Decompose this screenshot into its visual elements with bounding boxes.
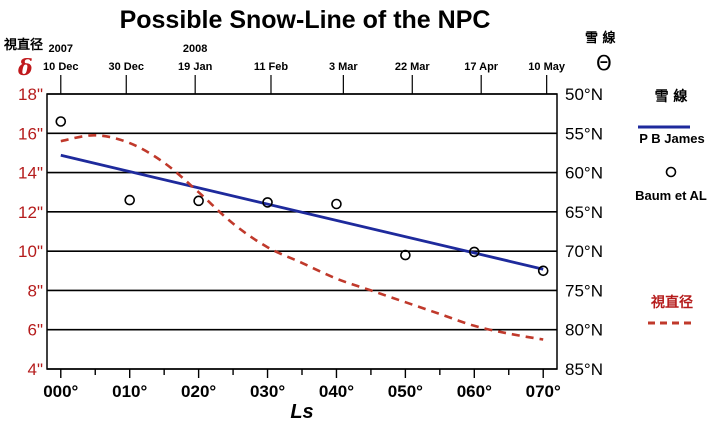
baum-data-point — [331, 198, 342, 210]
right-tick-label: 60°N — [565, 164, 603, 183]
legend-james-label: P B James — [639, 131, 705, 146]
right-axis-header: 雪 線 — [585, 30, 617, 46]
left-tick-label: 10" — [18, 242, 43, 261]
legend-baum-label: Baum et AL — [635, 188, 707, 203]
legend-diameter-label: 視直径 — [650, 294, 693, 311]
legend-header: 雪 線 — [655, 88, 688, 105]
year-label: 2008 — [183, 43, 207, 55]
baum-data-point — [468, 246, 480, 258]
series-layer — [55, 116, 549, 341]
date-labels: 2007 10 Dec 30 Dec 2008 19 Jan 11 Feb 3 Mar 22 … — [43, 43, 566, 94]
right-tick-label: 55°N — [565, 124, 603, 143]
x-tick-label: 000° — [43, 382, 78, 401]
left-axis-header: 視直径 — [3, 37, 43, 53]
left-tick-label: 16" — [18, 124, 43, 143]
delta-symbol: δ — [17, 55, 33, 81]
date-label: 22 Mar — [395, 61, 431, 73]
date-label: 30 Dec — [109, 61, 144, 73]
date-label: 10 May — [528, 61, 566, 73]
diameter-dashed-line — [60, 133, 544, 341]
x-tick-label: 020° — [181, 382, 216, 401]
right-axis-ticks: 50°N 55°N 60°N 65°N 70°N 75°N 80°N 85°N — [565, 85, 603, 379]
date-label: 17 Apr — [464, 61, 499, 73]
theta-symbol: Θ — [596, 51, 612, 75]
plot-area — [46, 93, 558, 370]
date-label: 3 Mar — [329, 61, 358, 73]
legend: 雪 線 P B James Baum et AL 視直径 — [635, 88, 707, 325]
left-tick-label: 12" — [18, 203, 43, 222]
x-tick-label: 030° — [250, 382, 285, 401]
right-tick-label: 65°N — [565, 203, 603, 222]
left-tick-label: 6" — [28, 321, 44, 340]
right-tick-label: 80°N — [565, 321, 603, 340]
x-tick-label: 050° — [388, 382, 423, 401]
x-axis-label: Ls — [290, 401, 313, 423]
chart-title: Possible Snow-Line of the NPC — [120, 6, 491, 34]
x-tick-label: 010° — [112, 382, 147, 401]
x-tick-label: 040° — [319, 382, 354, 401]
left-tick-label: 18" — [18, 85, 43, 104]
right-tick-label: 50°N — [565, 85, 603, 104]
right-tick-label: 75°N — [565, 281, 603, 300]
date-label: 19 Jan — [178, 61, 213, 73]
x-tick-label: 060° — [457, 382, 492, 401]
left-tick-label: 14" — [18, 164, 43, 183]
right-tick-label: 85°N — [565, 360, 603, 379]
baum-data-point — [400, 249, 411, 261]
legend-baum-marker — [665, 166, 677, 178]
baum-data-point — [537, 265, 549, 277]
james-trend-line — [60, 153, 544, 271]
baum-data-point — [124, 194, 136, 206]
right-tick-label: 70°N — [565, 242, 603, 261]
baum-data-point — [55, 116, 67, 127]
date-label: 11 Feb — [254, 61, 289, 73]
left-tick-label: 8" — [28, 281, 44, 300]
date-label: 10 Dec — [43, 61, 78, 73]
left-tick-label: 4" — [28, 360, 44, 379]
x-axis-ticks: 000° 010° 020° 030° 040° 050° 060° 070° — [43, 369, 561, 401]
baum-data-point — [262, 197, 273, 208]
baum-data-point — [193, 195, 204, 207]
left-axis-ticks: 18" 16" 14" 12" 10" 8" 6" 4" — [18, 85, 43, 379]
x-tick-label: 070° — [526, 382, 561, 401]
gridlines — [47, 93, 557, 370]
year-label: 2007 — [49, 43, 73, 55]
